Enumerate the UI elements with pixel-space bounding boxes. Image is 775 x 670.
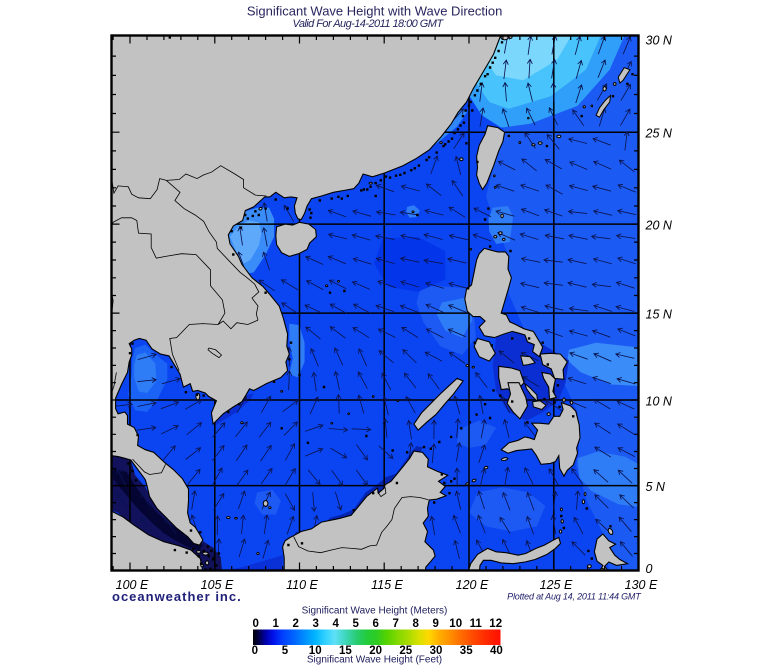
svg-text:30: 30 <box>430 645 443 657</box>
svg-text:11: 11 <box>470 618 483 630</box>
svg-text:2: 2 <box>292 618 298 630</box>
svg-text:125 E: 125 E <box>540 578 573 592</box>
svg-text:105 E: 105 E <box>201 578 234 592</box>
svg-text:5: 5 <box>282 645 289 657</box>
svg-text:40: 40 <box>490 645 503 657</box>
svg-text:0: 0 <box>646 562 653 576</box>
svg-text:Valid For Aug-14-2011 18:00 GM: Valid For Aug-14-2011 18:00 GMT <box>292 18 444 30</box>
svg-text:8: 8 <box>412 618 419 630</box>
svg-text:9: 9 <box>432 618 438 630</box>
svg-text:Plotted at Aug 14, 2011 11:44: Plotted at Aug 14, 2011 11:44 GMT <box>507 592 642 602</box>
svg-text:Significant Wave Height with W: Significant Wave Height with Wave Direct… <box>247 4 503 19</box>
svg-text:5 N: 5 N <box>646 480 666 494</box>
svg-text:15 N: 15 N <box>646 308 673 322</box>
svg-text:15: 15 <box>339 645 352 657</box>
svg-text:3: 3 <box>312 618 318 630</box>
svg-text:oceanweather inc.: oceanweather inc. <box>112 589 242 604</box>
svg-text:0: 0 <box>252 645 258 657</box>
svg-text:6: 6 <box>372 618 378 630</box>
svg-text:10: 10 <box>449 618 462 630</box>
svg-text:100 E: 100 E <box>116 578 149 592</box>
svg-text:120 E: 120 E <box>456 578 489 592</box>
svg-text:20: 20 <box>369 645 382 657</box>
svg-text:Significant Wave Height (Meter: Significant Wave Height (Meters) <box>302 606 448 617</box>
svg-text:20 N: 20 N <box>645 219 673 233</box>
svg-text:12: 12 <box>489 618 502 630</box>
svg-text:10: 10 <box>309 645 322 657</box>
svg-text:10 N: 10 N <box>646 395 673 409</box>
svg-text:35: 35 <box>460 645 473 657</box>
svg-text:25: 25 <box>399 645 412 657</box>
svg-text:5: 5 <box>352 618 359 630</box>
svg-text:0: 0 <box>252 618 258 630</box>
svg-text:30 N: 30 N <box>646 34 673 48</box>
svg-text:7: 7 <box>392 618 398 630</box>
svg-text:110 E: 110 E <box>286 578 318 592</box>
svg-text:4: 4 <box>332 618 339 630</box>
svg-text:1: 1 <box>272 618 279 630</box>
svg-text:Significant Wave Height (Feet): Significant Wave Height (Feet) <box>307 655 442 666</box>
svg-text:130 E: 130 E <box>625 578 658 592</box>
svg-text:25 N: 25 N <box>645 127 673 141</box>
svg-text:115 E: 115 E <box>371 578 403 592</box>
